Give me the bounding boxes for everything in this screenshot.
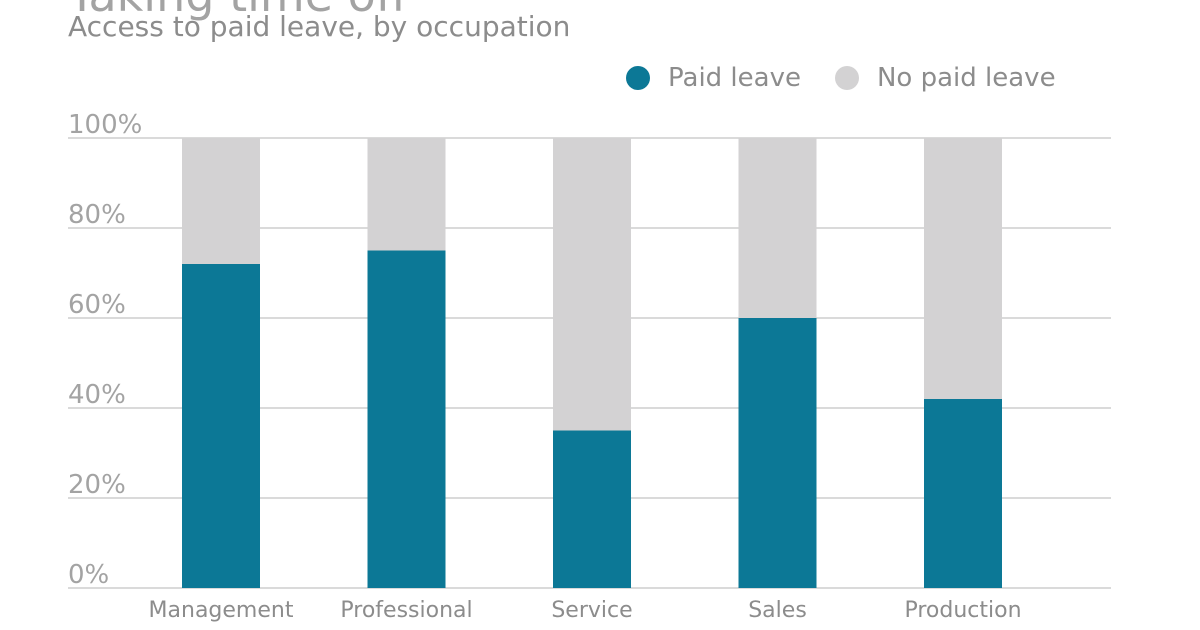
- y-tick-label-5: 100%: [68, 110, 142, 140]
- x-tick-label-sales: Sales: [748, 598, 807, 623]
- bar-sales-no-paid-leave: [738, 138, 817, 318]
- bar-professional-no-paid-leave: [367, 138, 446, 251]
- legend-label-paid-leave: Paid leave: [668, 63, 801, 93]
- bar-professional-paid-leave: [367, 250, 446, 588]
- bar-sales-paid-leave: [738, 318, 817, 588]
- y-tick-label-4: 80%: [68, 200, 126, 230]
- legend-label-no-paid-leave: No paid leave: [876, 63, 1056, 93]
- legend: Paid leave No paid leave: [626, 60, 1090, 96]
- bar-production-no-paid-leave: [924, 138, 1002, 399]
- bar-management-no-paid-leave: [182, 138, 260, 264]
- y-tick-label-1: 20%: [68, 470, 126, 500]
- x-tick-label-service: Service: [551, 598, 632, 623]
- y-tick-label-0: 0%: [68, 560, 109, 590]
- bar-service-paid-leave: [553, 430, 631, 588]
- y-tick-label-2: 40%: [68, 380, 126, 410]
- y-tick-label-3: 60%: [68, 290, 126, 320]
- chart-subtitle: Access to paid leave, by occupation: [68, 10, 571, 43]
- legend-item-paid-leave: Paid leave: [626, 63, 801, 93]
- bar-production-paid-leave: [924, 399, 1002, 588]
- legend-item-no-paid-leave: No paid leave: [834, 63, 1056, 93]
- x-tick-label-professional: Professional: [340, 598, 472, 623]
- bar-service-no-paid-leave: [553, 138, 631, 431]
- legend-swatch-paid-leave: [626, 66, 650, 90]
- x-tick-label-management: Management: [149, 598, 294, 623]
- legend-swatch-no-paid-leave: [834, 66, 859, 90]
- chart-title: Taking time off: [68, 0, 407, 22]
- x-tick-label-production: Production: [904, 598, 1021, 623]
- bar-management-paid-leave: [182, 264, 260, 588]
